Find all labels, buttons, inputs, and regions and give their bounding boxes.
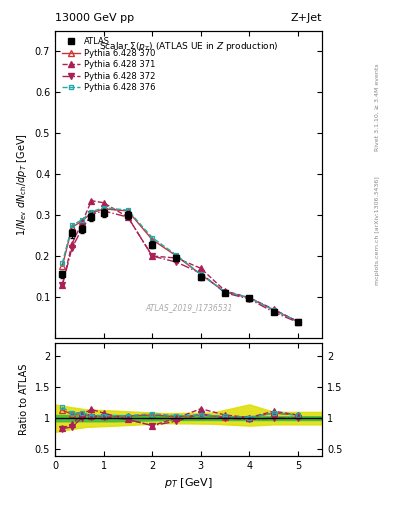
- Text: ATLAS_2019_I1736531: ATLAS_2019_I1736531: [145, 303, 232, 312]
- Y-axis label: $1/N_\mathrm{ev}\ dN_\mathrm{ch}/dp_T\ [\mathrm{GeV}]$: $1/N_\mathrm{ev}\ dN_\mathrm{ch}/dp_T\ […: [15, 133, 29, 236]
- X-axis label: $p_T\ [\mathrm{GeV}]$: $p_T\ [\mathrm{GeV}]$: [164, 476, 213, 490]
- Legend: ATLAS, Pythia 6.428 370, Pythia 6.428 371, Pythia 6.428 372, Pythia 6.428 376: ATLAS, Pythia 6.428 370, Pythia 6.428 37…: [59, 35, 158, 95]
- Text: Rivet 3.1.10, ≥ 3.4M events: Rivet 3.1.10, ≥ 3.4M events: [375, 63, 380, 152]
- Text: Scalar $\Sigma(p_T)$ (ATLAS UE in $Z$ production): Scalar $\Sigma(p_T)$ (ATLAS UE in $Z$ pr…: [99, 40, 278, 53]
- Text: 13000 GeV pp: 13000 GeV pp: [55, 13, 134, 23]
- Text: mcplots.cern.ch [arXiv:1306.3436]: mcplots.cern.ch [arXiv:1306.3436]: [375, 176, 380, 285]
- Text: Z+Jet: Z+Jet: [291, 13, 322, 23]
- Y-axis label: Ratio to ATLAS: Ratio to ATLAS: [19, 364, 29, 435]
